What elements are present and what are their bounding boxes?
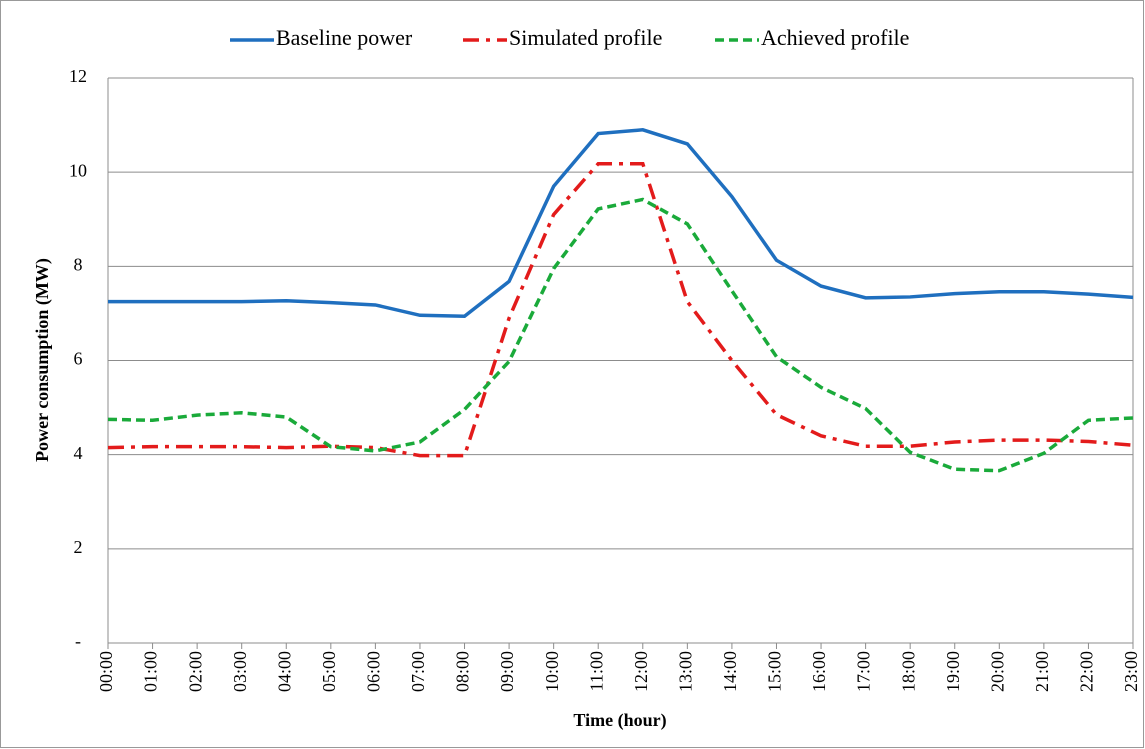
x-tick-label: 00:00 [96,651,116,692]
x-tick-label: 04:00 [274,651,294,692]
x-tick-label: 09:00 [497,651,517,692]
y-tick-label: - [75,631,81,651]
x-tick-label: 22:00 [1077,651,1097,692]
x-axis-label: Time (hour) [573,710,666,731]
x-tick-label: 15:00 [765,651,785,692]
series-line [108,128,1134,319]
x-tick-label: 17:00 [854,651,874,692]
x-tick-label: 02:00 [185,651,205,692]
y-tick-label: 12 [69,66,87,86]
x-tick-label: 12:00 [631,651,651,692]
y-tick-label: 6 [74,349,83,369]
y-tick-label: 8 [74,254,83,274]
y-tick-label: 4 [74,443,83,463]
x-tick-label: 01:00 [141,651,161,692]
series-line [107,161,1134,458]
x-tick-label: 13:00 [675,651,695,692]
legend-label: Achieved profile [761,25,909,50]
x-tick-label: 08:00 [453,651,473,692]
x-tick-label: 11:00 [586,651,606,691]
legend-label: Baseline power [276,25,413,50]
y-tick-label: 10 [69,160,87,180]
legend-label: Simulated profile [509,25,662,50]
x-tick-label: 14:00 [720,651,740,692]
y-tick-label: 2 [74,537,83,557]
x-tick-label: 16:00 [809,651,829,692]
x-tick-label: 23:00 [1121,651,1141,692]
x-tick-label: 21:00 [1032,651,1052,692]
x-tick-label: 06:00 [364,651,384,692]
y-axis-label: Power consumption (MW) [32,258,53,462]
x-tick-label: 05:00 [319,651,339,692]
x-tick-label: 20:00 [987,651,1007,692]
series-line [107,197,1134,473]
x-tick-label: 19:00 [943,651,963,692]
x-tick-label: 10:00 [542,651,562,692]
x-tick-label: 07:00 [408,651,428,692]
x-tick-label: 18:00 [898,651,918,692]
x-tick-label: 03:00 [230,651,250,692]
